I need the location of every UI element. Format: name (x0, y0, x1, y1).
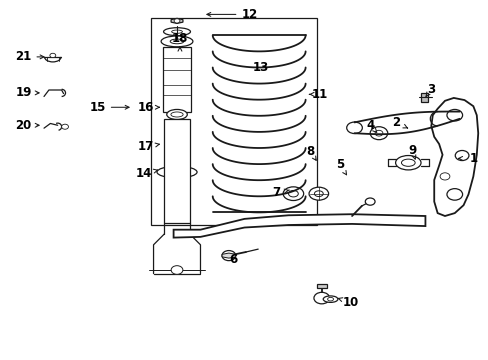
Text: 17: 17 (137, 140, 154, 153)
Polygon shape (173, 214, 425, 238)
Text: 2: 2 (391, 116, 399, 129)
Circle shape (346, 122, 362, 134)
Text: 9: 9 (407, 144, 415, 157)
Text: 7: 7 (272, 186, 280, 199)
Ellipse shape (283, 187, 303, 201)
Polygon shape (171, 18, 183, 23)
Bar (420, 93, 427, 102)
Ellipse shape (395, 156, 420, 170)
Circle shape (439, 173, 449, 180)
Circle shape (171, 266, 183, 274)
Polygon shape (430, 98, 477, 216)
Circle shape (454, 112, 464, 119)
Circle shape (50, 53, 56, 58)
Text: 15: 15 (89, 101, 106, 114)
Ellipse shape (161, 36, 192, 47)
Circle shape (374, 130, 382, 136)
Circle shape (365, 198, 374, 205)
Bar (164, 119, 189, 223)
Circle shape (61, 124, 68, 129)
Text: 1: 1 (468, 152, 476, 165)
Text: 20: 20 (15, 119, 32, 132)
Text: 16: 16 (137, 101, 154, 114)
Text: 19: 19 (15, 86, 32, 99)
Ellipse shape (157, 166, 197, 178)
Text: 21: 21 (15, 50, 32, 63)
Text: 11: 11 (311, 88, 328, 101)
Text: 8: 8 (306, 145, 314, 158)
Text: 13: 13 (252, 61, 268, 74)
Circle shape (313, 292, 329, 304)
Ellipse shape (166, 109, 187, 120)
Ellipse shape (308, 187, 328, 200)
Circle shape (454, 150, 468, 161)
Circle shape (369, 127, 387, 140)
Text: 4: 4 (366, 119, 373, 132)
Polygon shape (222, 253, 235, 258)
Text: 12: 12 (241, 8, 257, 21)
Circle shape (222, 251, 235, 261)
Text: 14: 14 (136, 167, 152, 180)
Bar (316, 284, 326, 288)
Circle shape (174, 19, 180, 23)
Bar (163, 47, 190, 112)
Text: 18: 18 (171, 32, 188, 45)
Ellipse shape (323, 296, 337, 302)
Text: 6: 6 (229, 253, 237, 266)
Bar (150, 18, 316, 225)
Text: 10: 10 (342, 296, 359, 309)
Text: 3: 3 (427, 83, 434, 96)
Circle shape (446, 109, 462, 121)
Text: 5: 5 (335, 158, 343, 171)
Circle shape (446, 189, 462, 200)
